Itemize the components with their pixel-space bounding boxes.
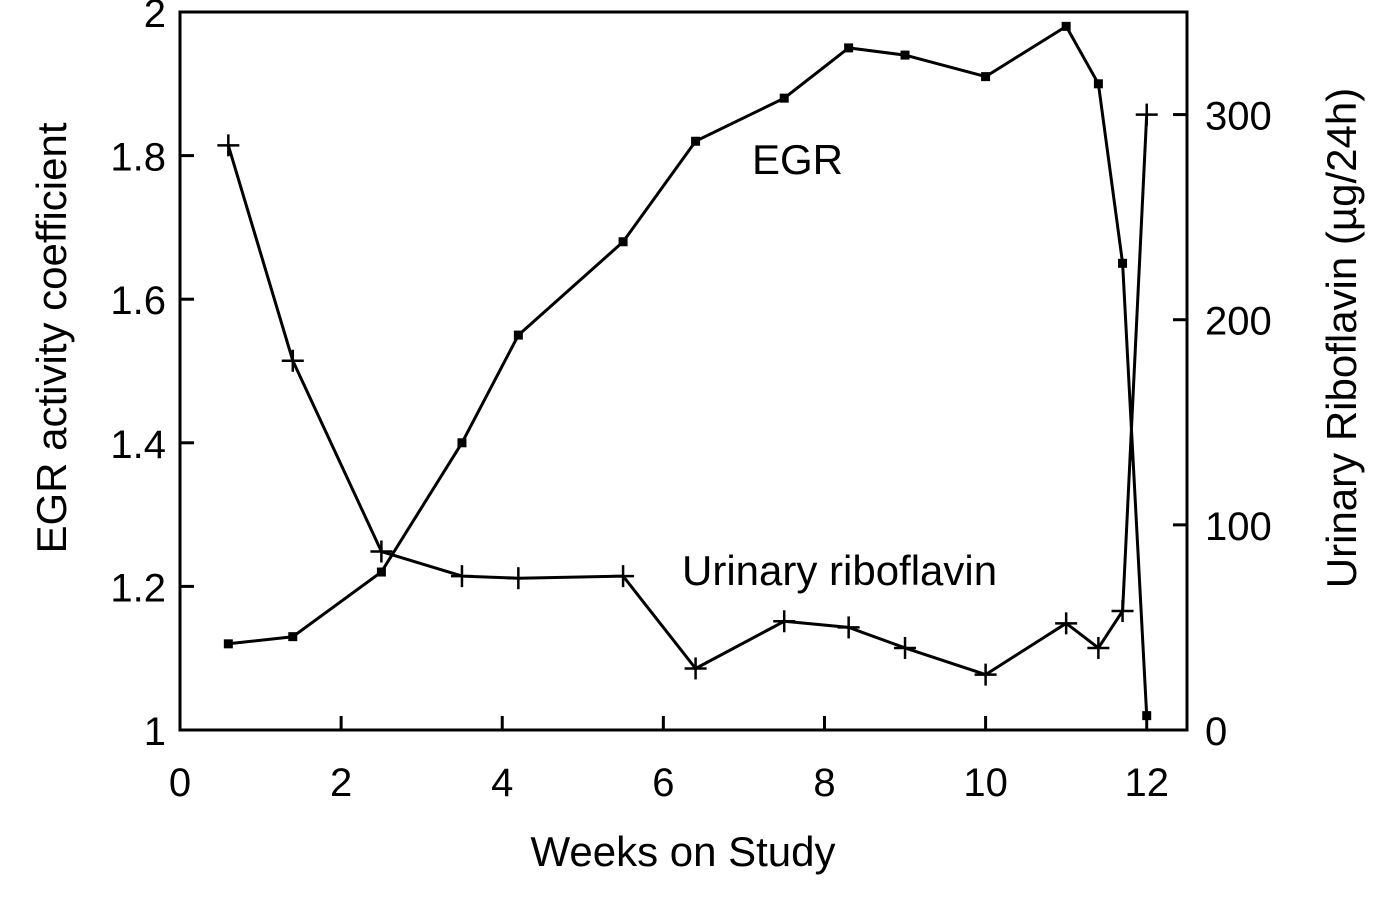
- x-tick-label: 2: [330, 761, 352, 805]
- data-point: [370, 540, 393, 563]
- data-point: [981, 72, 991, 82]
- tick-labels: 0 2 4 6 8 10 12 1 1.2 1.4 1.6 1.8 2 0 100 200 300: [110, 0, 1271, 805]
- x-tick-label: 4: [491, 761, 513, 805]
- data-point: [450, 565, 473, 588]
- data-point: [844, 43, 854, 53]
- y-axis-title: EGR activity coefficient: [28, 122, 75, 553]
- y2-tick-label: 300: [1205, 95, 1272, 139]
- x-tick-label: 8: [813, 761, 835, 805]
- y2-tick-label: 0: [1205, 710, 1227, 754]
- y-tick-label: 1: [144, 710, 166, 754]
- data-point: [773, 610, 796, 633]
- data-point: [837, 616, 860, 639]
- y2-axis-title: Urinary Riboflavin (µg/24h): [1318, 88, 1365, 588]
- x-axis-title: Weeks on Study: [530, 828, 835, 875]
- plot-frame: [178, 10, 1189, 732]
- x-tick-label: 12: [1124, 761, 1169, 805]
- data-point: [779, 93, 789, 103]
- x-tick-label: 6: [652, 761, 674, 805]
- y-tick-label: 1.6: [110, 279, 166, 323]
- data-point: [1111, 600, 1134, 623]
- data-point: [288, 632, 298, 642]
- series-urinary-riboflavin: [217, 103, 1158, 686]
- data-point: [513, 330, 523, 340]
- series-layer: [217, 21, 1158, 721]
- data-point: [684, 657, 707, 680]
- data-point: [1087, 636, 1110, 659]
- data-point: [281, 349, 304, 372]
- data-point: [618, 237, 628, 247]
- data-point: [217, 134, 240, 157]
- x-tick-label: 10: [963, 761, 1008, 805]
- data-point: [974, 663, 997, 686]
- series-egr: [223, 21, 1152, 721]
- y-tick-label: 1.4: [110, 423, 166, 467]
- data-point: [1135, 103, 1158, 126]
- series-label-egr: EGR: [752, 136, 843, 183]
- x-tick-label: 0: [169, 761, 191, 805]
- y-tick-label: 1.8: [110, 136, 166, 180]
- y-tick-label: 1.2: [110, 566, 166, 610]
- series-line-egr: [228, 24, 1149, 716]
- data-point: [612, 565, 635, 588]
- data-point: [507, 567, 530, 590]
- data-point: [900, 50, 910, 60]
- data-point: [457, 438, 467, 448]
- y-tick-label: 2: [144, 0, 166, 36]
- series-label-urinary-riboflavin: Urinary riboflavin: [682, 547, 997, 594]
- y2-tick-label: 100: [1205, 505, 1272, 549]
- data-point: [1118, 258, 1128, 268]
- data-point: [1055, 612, 1078, 635]
- data-point: [223, 639, 233, 649]
- data-point: [1093, 79, 1103, 89]
- data-point: [376, 567, 386, 577]
- ticks: [178, 10, 1187, 732]
- y2-tick-label: 200: [1205, 300, 1272, 344]
- data-point: [1061, 21, 1071, 31]
- data-point: [1142, 711, 1152, 721]
- data-point: [894, 636, 917, 659]
- data-point: [691, 136, 701, 146]
